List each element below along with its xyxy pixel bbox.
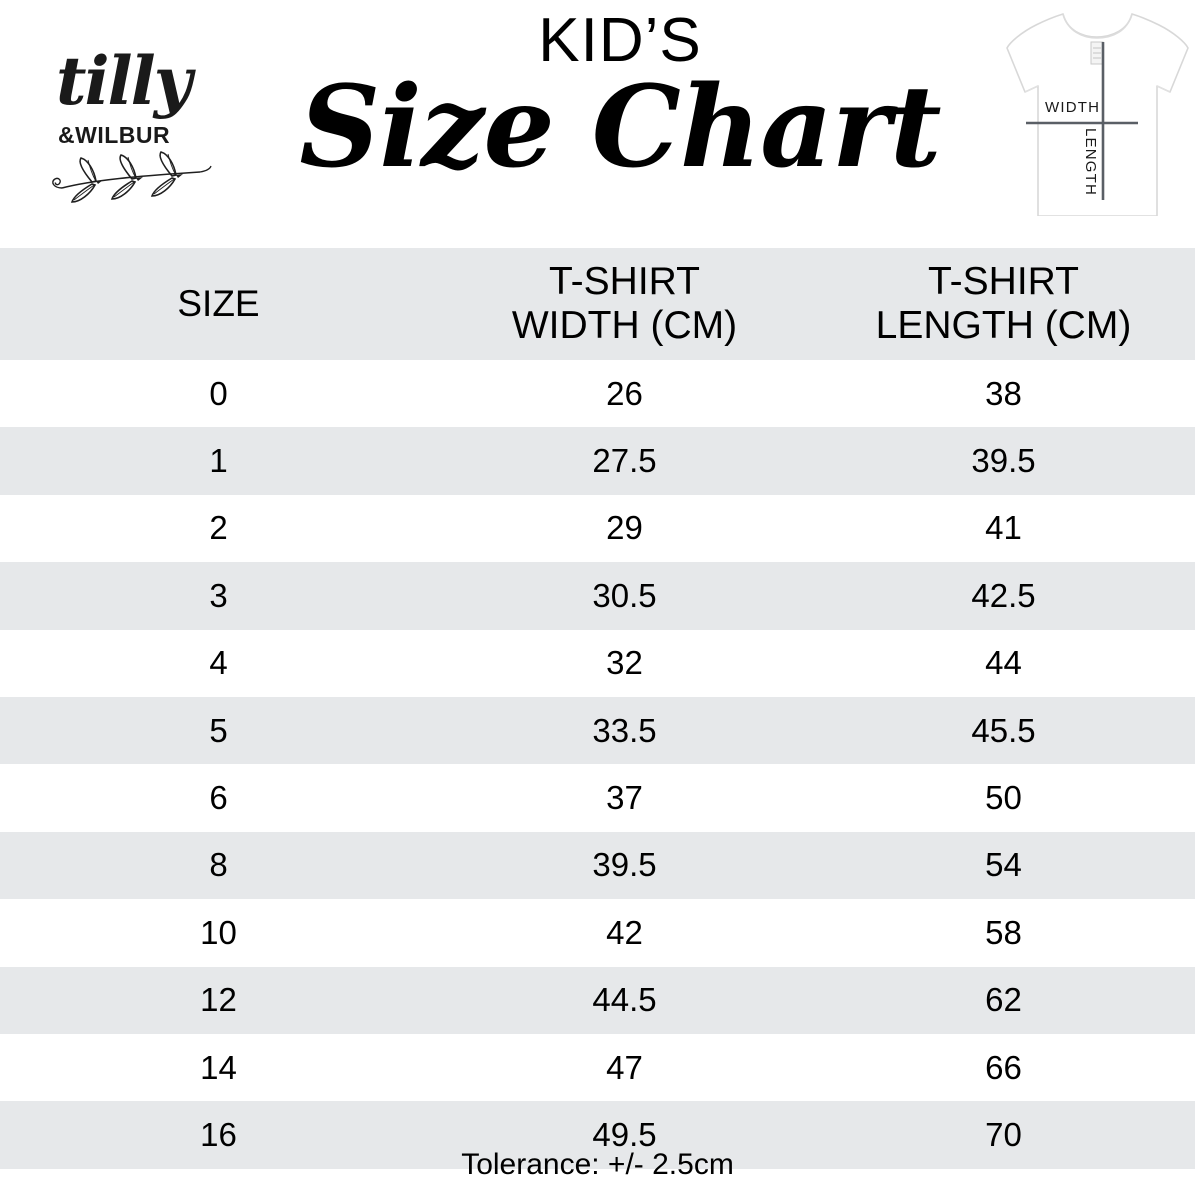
column-header-length-line2: LENGTH (CM) bbox=[875, 304, 1132, 347]
table-header-row: SIZE T-SHIRT WIDTH (CM) T-SHIRT LENGTH (… bbox=[0, 248, 1195, 360]
cell-size: 3 bbox=[209, 576, 228, 614]
column-header-width: T-SHIRT WIDTH (CM) bbox=[437, 260, 812, 347]
cell-width: 37 bbox=[606, 779, 643, 817]
column-header-width-line2: WIDTH (CM) bbox=[511, 304, 738, 347]
cell-size: 5 bbox=[209, 711, 228, 749]
cell-size: 8 bbox=[209, 846, 228, 884]
cell-size: 1 bbox=[209, 442, 228, 480]
table-row: 2 29 41 bbox=[0, 494, 1195, 563]
column-header-length-line1: T-SHIRT bbox=[928, 260, 1079, 304]
cell-width: 30.5 bbox=[592, 576, 657, 614]
cell-width: 32 bbox=[606, 644, 643, 682]
column-header-width-line1: T-SHIRT bbox=[549, 260, 700, 304]
cell-size: 10 bbox=[200, 913, 237, 951]
brand-logo: tilly &WILBUR bbox=[48, 48, 218, 213]
table-body: 0 26 38 1 27.5 39.5 2 29 41 3 30.5 42.5 4 32 44 5 33.5 45… bbox=[0, 360, 1200, 1169]
cell-length: 39.5 bbox=[971, 442, 1036, 480]
cell-width: 47 bbox=[606, 1048, 643, 1086]
cell-length: 45.5 bbox=[971, 711, 1036, 749]
page-header: tilly &WILBUR bbox=[0, 0, 1200, 248]
cell-width: 44.5 bbox=[592, 981, 657, 1019]
cell-length: 66 bbox=[985, 1048, 1022, 1086]
cell-length: 62 bbox=[985, 981, 1022, 1019]
cell-width: 39.5 bbox=[592, 846, 657, 884]
cell-width: 27.5 bbox=[592, 442, 657, 480]
cell-length: 44 bbox=[985, 644, 1022, 682]
table-row: 5 33.5 45.5 bbox=[0, 696, 1195, 765]
brand-sub-name: &WILBUR bbox=[58, 122, 171, 148]
title-block: KID’S Size Chart bbox=[250, 0, 990, 187]
cell-size: 2 bbox=[209, 509, 228, 547]
cell-length: 54 bbox=[985, 846, 1022, 884]
table-row: 8 39.5 54 bbox=[0, 831, 1195, 900]
cell-length: 38 bbox=[985, 374, 1022, 412]
cell-size: 14 bbox=[200, 1048, 237, 1086]
cell-length: 70 bbox=[985, 1115, 1022, 1153]
cell-length: 41 bbox=[985, 509, 1022, 547]
cell-length: 50 bbox=[985, 779, 1022, 817]
column-header-size: SIZE bbox=[0, 283, 437, 324]
size-chart-table: SIZE T-SHIRT WIDTH (CM) T-SHIRT LENGTH (… bbox=[0, 248, 1200, 1169]
column-header-size-text: SIZE bbox=[177, 283, 260, 325]
table-row: 3 30.5 42.5 bbox=[0, 562, 1195, 630]
leaf-branch-icon bbox=[48, 148, 218, 208]
table-row: 4 32 44 bbox=[0, 629, 1195, 697]
cell-size: 12 bbox=[200, 981, 237, 1019]
table-row: 16 49.5 70 bbox=[0, 1101, 1195, 1169]
tshirt-shape bbox=[1006, 13, 1189, 216]
cell-length: 42.5 bbox=[971, 576, 1036, 614]
table-row: 12 44.5 62 bbox=[0, 966, 1195, 1034]
cell-size: 16 bbox=[200, 1115, 237, 1153]
cell-width: 42 bbox=[606, 913, 643, 951]
tolerance-note: Tolerance: +/- 2.5cm bbox=[461, 1148, 734, 1181]
width-label: WIDTH bbox=[1045, 99, 1101, 116]
length-label: LENGTH bbox=[1082, 128, 1099, 197]
page-title-top: KID’S bbox=[538, 6, 702, 75]
table-row: 0 26 38 bbox=[0, 360, 1195, 428]
page-title-main: Size Chart bbox=[299, 62, 941, 194]
table-row: 10 42 58 bbox=[0, 899, 1195, 967]
table-row: 6 37 50 bbox=[0, 764, 1195, 832]
cell-width: 26 bbox=[606, 374, 643, 412]
table-row: 14 47 66 bbox=[0, 1033, 1195, 1102]
column-header-length: T-SHIRT LENGTH (CM) bbox=[812, 260, 1195, 347]
tshirt-diagram: WIDTH LENGTH bbox=[1000, 4, 1195, 216]
table-row: 1 27.5 39.5 bbox=[0, 427, 1195, 495]
cell-size: 4 bbox=[209, 644, 228, 682]
brand-script-name: tilly bbox=[56, 42, 192, 120]
cell-size: 0 bbox=[209, 374, 228, 412]
cell-length: 58 bbox=[985, 913, 1022, 951]
cell-width: 33.5 bbox=[592, 711, 657, 749]
cell-width: 49.5 bbox=[592, 1115, 657, 1153]
cell-width: 29 bbox=[606, 509, 643, 547]
cell-size: 6 bbox=[209, 779, 228, 817]
